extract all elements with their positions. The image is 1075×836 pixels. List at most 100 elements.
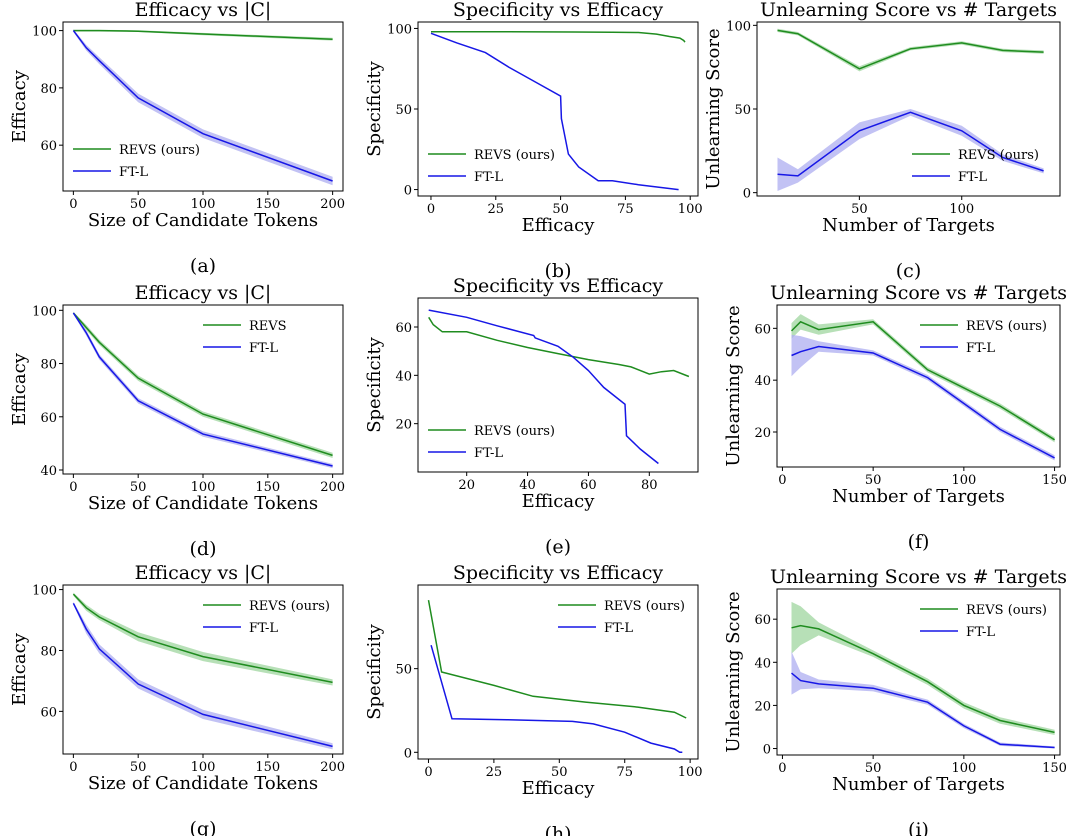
x-tick-label: 100 [191,197,216,212]
legend-label-ftl: FT-L [604,621,633,636]
axes-frame [417,21,699,197]
y-tick-label: 40 [40,464,57,479]
x-axis-label: Efficacy [522,491,596,512]
revs-series-line [72,593,333,684]
chart-panel-b: Specificity vs Efficacy 0 25 50 75 100 0 50 100 E… [364,0,703,282]
x-tick-label: 100 [949,202,974,217]
x-tick-label: 150 [1042,473,1067,488]
x-tick-label: 0 [69,480,77,495]
chart-title: Efficacy vs |C| [135,562,272,584]
y-tick-label: 80 [40,644,57,659]
y-tick-label: 60 [40,139,57,154]
y-tick-label: 20 [754,699,771,714]
y-tick-label: 50 [734,103,751,118]
legend-label-revs: REVS (ours) [474,148,555,163]
y-tick-label: 100 [32,304,57,319]
x-tick-label: 50 [130,480,147,495]
x-tick-label: 150 [255,480,280,495]
y-axis-label: Specificity [364,623,385,719]
subfigure-label: (d) [190,538,217,560]
y-tick-label: 50 [395,103,412,118]
axes-frame [776,588,1061,756]
y-tick-label: 60 [754,613,771,628]
x-tick-label: 75 [617,202,634,217]
y-tick-label: 0 [404,184,412,199]
y-tick-label: 20 [754,426,771,441]
x-axis-label: Number of Targets [832,486,1005,507]
subfigure-label: (g) [190,818,217,836]
legend-label-revs: REVS (ours) [249,599,330,614]
x-tick-label: 0 [778,473,786,488]
y-axis-label: Efficacy [9,632,30,706]
chart-title: Unlearning Score vs # Targets [770,566,1067,588]
chart-title: Unlearning Score vs # Targets [770,282,1067,304]
revs-series-line [431,30,686,43]
revs-series-line [777,29,1044,70]
y-tick-label: 100 [726,19,751,34]
chart-panel-f: Unlearning Score vs # Targets 0 50 100 150 20… [723,282,1067,553]
y-tick-label: 100 [32,584,57,599]
x-tick-label: 100 [678,765,703,780]
legend-label-revs: REVS (ours) [958,148,1039,163]
x-tick-label: 150 [1042,761,1067,776]
revs-series-line [73,29,333,40]
legend-label-ftl: FT-L [249,621,278,636]
x-tick-label: 75 [616,765,633,780]
revs-series-line [427,599,687,719]
legend-label-revs: REVS (ours) [474,424,555,439]
ftl-confidence-band [73,29,333,186]
ftl-series-line [791,672,1055,749]
y-tick-label: 60 [40,411,57,426]
y-axis-label: Unlearning Score [723,591,744,752]
chart-panel-i: Unlearning Score vs # Targets 0 50 100 150 0 2… [723,566,1067,836]
legend: REVS (ours) FT-L [73,143,200,180]
ftl-series-line [72,602,333,748]
x-axis-label: Efficacy [522,215,596,236]
ftl-confidence-band [791,651,1055,749]
x-tick-label: 50 [130,197,147,212]
x-tick-label: 50 [552,202,569,217]
legend: REVS (ours) FT-L [912,148,1039,185]
ftl-series-line [791,345,1055,459]
x-tick-label: 100 [191,480,216,495]
x-tick-label: 50 [865,761,882,776]
y-tick-label: 60 [40,705,57,720]
legend-label-ftl: FT-L [474,170,503,185]
chart-title: Unlearning Score vs # Targets [760,0,1057,21]
y-axis-label: Efficacy [9,352,30,426]
x-tick-label: 100 [951,761,976,776]
ftl-series-line [428,309,659,465]
y-tick-label: 80 [40,358,57,373]
y-tick-label: 0 [404,746,412,761]
chart-title: Specificity vs Efficacy [453,0,664,21]
y-tick-label: 0 [763,743,771,758]
y-tick-label: 40 [754,374,771,389]
revs-series-line [72,312,333,457]
chart-panel-c: Unlearning Score vs # Targets 50 100 0 50 100… [703,0,1061,282]
x-tick-label: 25 [486,765,503,780]
subfigure-label: (a) [190,255,216,277]
x-tick-label: 0 [424,765,432,780]
x-tick-label: 100 [678,202,703,217]
x-tick-label: 50 [551,765,568,780]
x-tick-label: 25 [488,202,505,217]
x-tick-label: 20 [458,478,475,493]
y-tick-label: 50 [395,663,412,678]
subfigure-label: (i) [908,819,929,836]
x-axis-label: Size of Candidate Tokens [88,210,318,231]
x-tick-label: 100 [191,760,216,775]
x-axis-label: Size of Candidate Tokens [88,773,318,794]
x-tick-label: 80 [641,478,658,493]
x-axis-label: Number of Targets [822,215,995,236]
legend-label-ftl: FT-L [119,165,148,180]
legend-label-ftl: FT-L [966,625,995,640]
legend: REVS (ours) FT-L [203,599,330,636]
ftl-series-line [777,111,1044,177]
x-axis-label: Efficacy [522,778,596,799]
x-tick-label: 150 [255,197,280,212]
subfigure-label: (f) [908,531,930,553]
revs-series-line [791,624,1055,734]
ftl-series-line [430,32,679,191]
